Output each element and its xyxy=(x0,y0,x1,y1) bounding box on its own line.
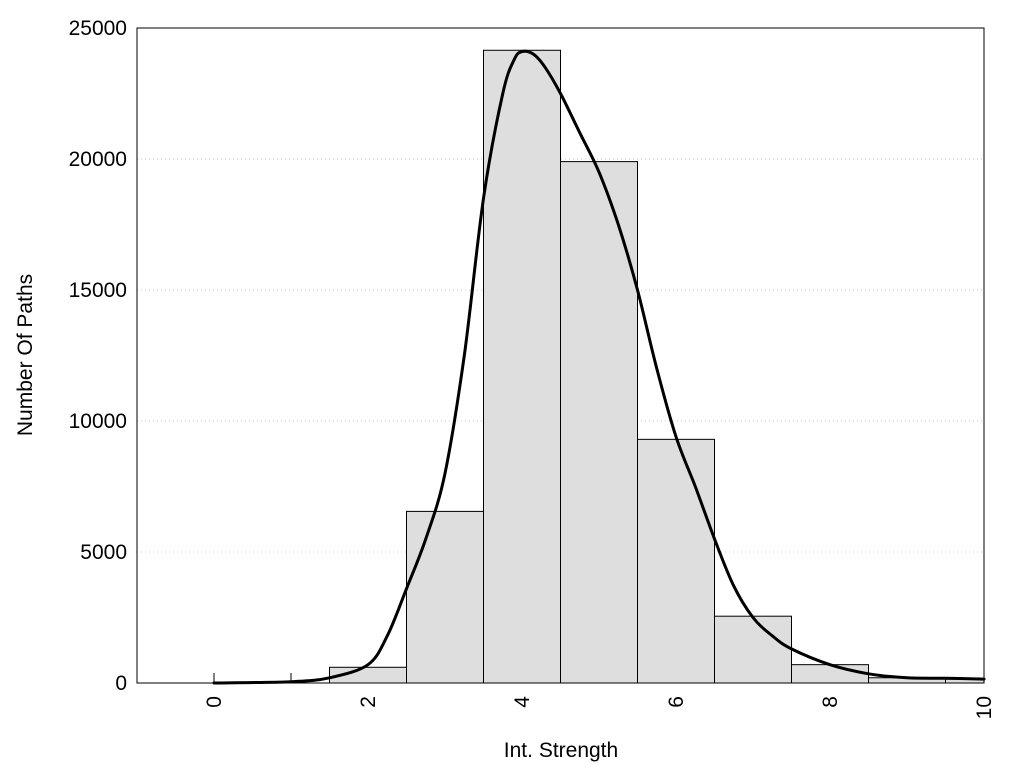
histogram-bar xyxy=(483,49,561,684)
histogram-bar xyxy=(714,615,792,684)
x-tick-label: 10 xyxy=(973,696,996,719)
x-tick-label: 4 xyxy=(511,696,534,708)
x-tick-label: 8 xyxy=(819,696,842,708)
histogram-bar xyxy=(791,664,869,684)
axis-ticks: 0 5000 10000 15000 20000 25000 0 2 4 6 8 10 xyxy=(69,17,996,719)
x-tick-label: 0 xyxy=(203,696,226,708)
y-axis-title: Number Of Paths xyxy=(14,274,37,436)
y-tick-label: 15000 xyxy=(69,279,127,302)
density-curve-layer xyxy=(212,49,986,685)
x-tick-label: 2 xyxy=(357,696,380,708)
y-tick-label: 0 xyxy=(115,672,127,695)
plot-frame xyxy=(136,27,985,684)
y-tick-label: 5000 xyxy=(80,541,127,564)
y-tick-label: 10000 xyxy=(69,410,127,433)
histogram-bar xyxy=(637,438,715,684)
x-axis-title: Int. Strength xyxy=(504,739,618,762)
y-tick-label: 20000 xyxy=(69,148,127,171)
histogram-bar xyxy=(406,510,484,684)
histogram-bars xyxy=(213,49,985,684)
y-tick-label: 25000 xyxy=(69,17,127,40)
density-curve xyxy=(212,49,986,685)
histogram-bar xyxy=(560,161,638,684)
x-tick-label: 6 xyxy=(665,696,688,708)
